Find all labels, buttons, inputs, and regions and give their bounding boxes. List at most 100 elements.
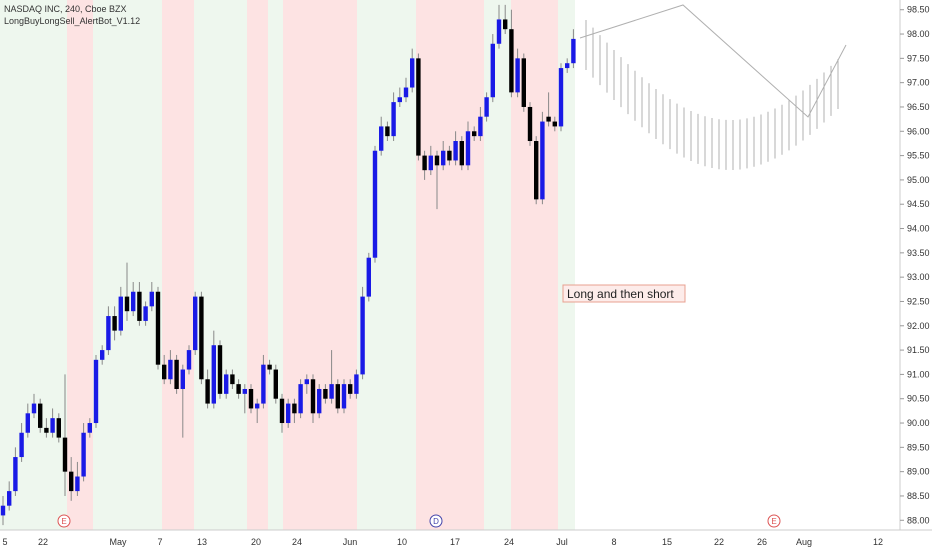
indicator-name: LongBuyLongSell_AlertBot_V1.12 <box>4 16 140 26</box>
candle-body <box>416 58 421 156</box>
candle-body <box>534 141 539 200</box>
candle-body <box>56 418 61 438</box>
candle-body <box>379 126 384 151</box>
candle-body <box>515 58 520 93</box>
candle-body <box>348 384 353 394</box>
x-tick-label: 22 <box>714 537 724 547</box>
candle-body <box>255 403 260 409</box>
y-tick-label: 89.50 <box>907 442 930 452</box>
candle-body <box>155 291 161 365</box>
candle-body <box>292 403 297 414</box>
candle-body <box>310 379 316 414</box>
y-tick-label: 90.00 <box>907 418 930 428</box>
y-tick-label: 96.50 <box>907 102 930 112</box>
candle-body <box>38 403 43 428</box>
signal-band <box>0 0 67 530</box>
event-label: E <box>61 517 66 526</box>
candle-body <box>131 291 136 312</box>
candle-body <box>87 423 92 433</box>
x-tick-label: 8 <box>611 537 616 547</box>
x-tick-label: 10 <box>397 537 407 547</box>
candle-body <box>527 106 533 142</box>
candle-body <box>304 379 309 385</box>
candle-body <box>521 58 526 107</box>
signal-band <box>416 0 484 530</box>
candle-body <box>242 388 247 394</box>
y-tick-label: 89.00 <box>907 467 930 477</box>
chart-title: NASDAQ INC, 240, Cboe BZX <box>4 4 127 14</box>
candle-body <box>478 116 483 137</box>
y-tick-label: 94.50 <box>907 199 930 209</box>
x-tick-label: 5 <box>2 537 7 547</box>
candle-body <box>224 374 229 394</box>
signal-band <box>558 0 575 530</box>
candle-body <box>317 388 322 414</box>
candle-body <box>50 418 55 433</box>
candle-body <box>558 68 564 127</box>
x-tick-label: May <box>109 537 127 547</box>
candle-body <box>199 296 204 380</box>
event-marker <box>57 514 71 528</box>
candle-body <box>62 437 68 472</box>
candle-body <box>410 58 415 88</box>
y-tick-label: 97.50 <box>907 53 930 63</box>
candle-body <box>205 379 210 404</box>
candle-body <box>490 43 495 98</box>
candle-body <box>341 384 347 409</box>
x-tick-label: 15 <box>662 537 672 547</box>
candle-body <box>447 150 452 161</box>
candle-body <box>273 369 278 399</box>
signal-band <box>484 0 511 530</box>
x-tick-label: Jun <box>343 537 358 547</box>
candle-body <box>540 121 545 200</box>
event-marker <box>429 514 443 528</box>
candle-body <box>137 291 142 321</box>
annotation: Long and then short <box>567 287 674 301</box>
candle-body <box>162 364 167 380</box>
candle-body <box>298 384 303 414</box>
signal-band <box>283 0 357 530</box>
candle-body <box>7 491 12 506</box>
x-tick-label: 24 <box>504 537 514 547</box>
candle-body <box>193 296 198 351</box>
candle-body <box>372 150 378 258</box>
candle-body <box>360 296 365 375</box>
x-tick-label: 22 <box>38 537 48 547</box>
candle-body <box>75 476 80 492</box>
candle-body <box>236 384 241 394</box>
y-tick-label: 93.50 <box>907 248 930 258</box>
candle-body <box>168 359 173 380</box>
y-tick-label: 93.00 <box>907 272 930 282</box>
candle-body <box>106 316 111 351</box>
candle-body <box>186 350 192 370</box>
y-tick-label: 98.50 <box>907 5 930 15</box>
candle-body <box>143 306 148 321</box>
candle-body <box>149 291 154 307</box>
signal-band <box>357 0 416 530</box>
y-tick-label: 91.00 <box>907 369 930 379</box>
signal-band <box>67 0 93 530</box>
candle-body <box>472 131 477 137</box>
candle-body <box>118 296 123 331</box>
x-tick-label: 13 <box>197 537 207 547</box>
y-tick-label: 91.50 <box>907 345 930 355</box>
candle-body <box>571 38 576 64</box>
candle-body <box>323 388 328 399</box>
x-tick-label: 7 <box>157 537 162 547</box>
signal-band <box>247 0 268 530</box>
y-tick-label: 95.50 <box>907 151 930 161</box>
y-tick-label: 88.50 <box>907 491 930 501</box>
y-tick-label: 95.00 <box>907 175 930 185</box>
candle-body <box>230 374 235 385</box>
signal-band <box>162 0 194 530</box>
candle-body <box>484 97 489 117</box>
candle-body <box>211 345 216 404</box>
signal-band <box>268 0 283 530</box>
candle-body <box>13 457 18 492</box>
candle-body <box>248 388 254 409</box>
candle-body <box>44 427 49 433</box>
candle-body <box>509 29 514 93</box>
x-tick-label: 24 <box>292 537 302 547</box>
candle-body <box>441 150 446 166</box>
